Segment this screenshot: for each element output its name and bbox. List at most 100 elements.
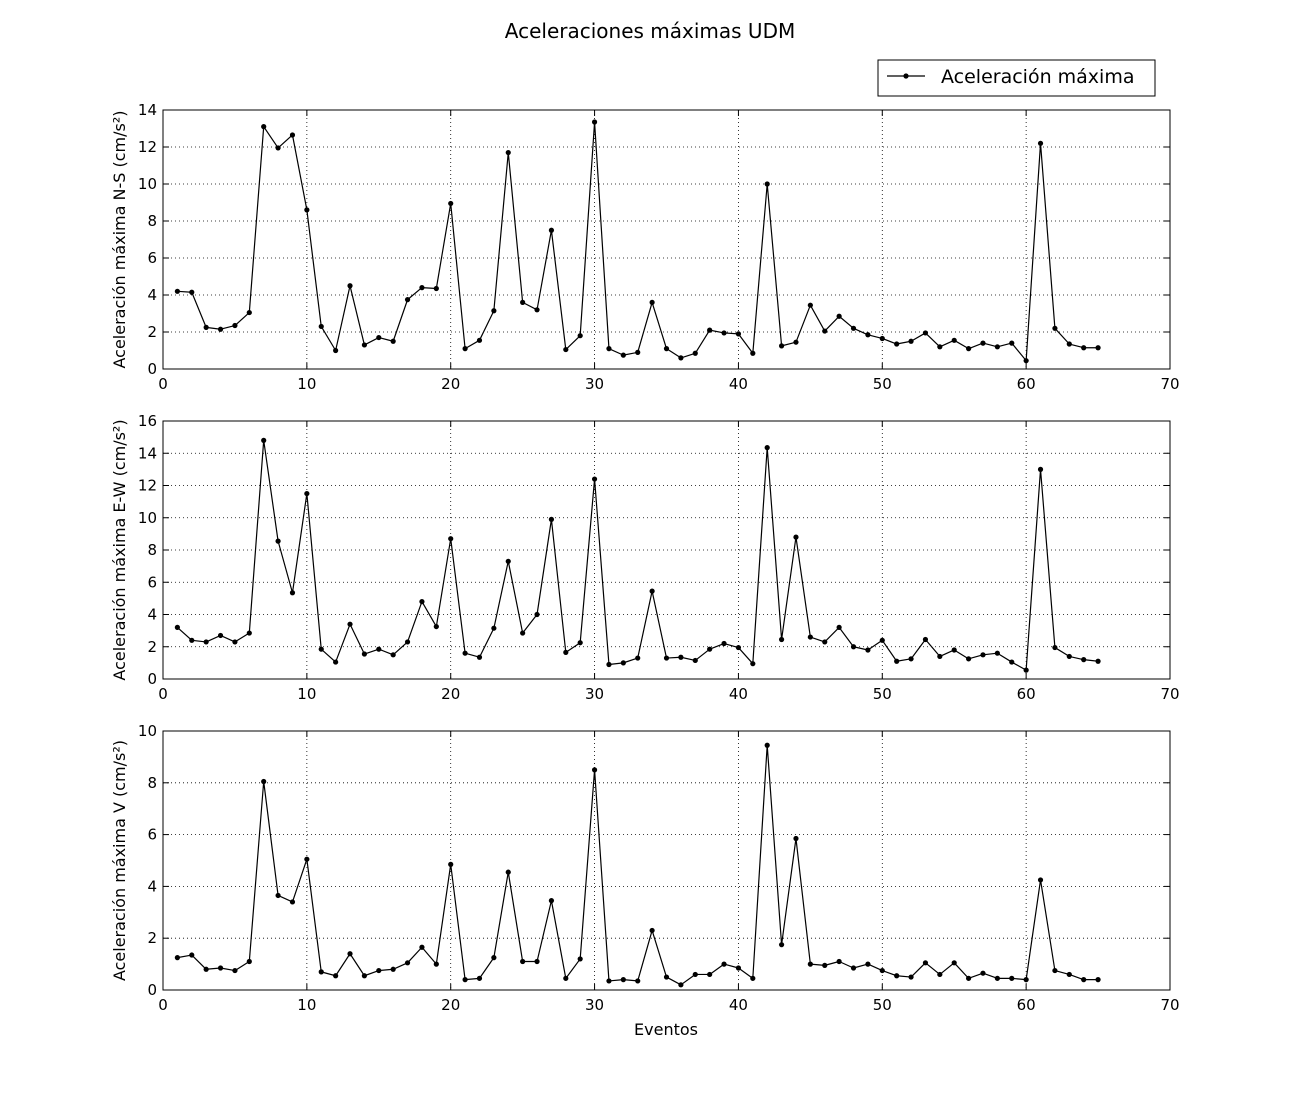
ew-data-point	[534, 611, 540, 618]
ns-data-point	[333, 347, 339, 354]
ew-xtick-label: 40	[729, 685, 748, 703]
ns-data-point	[347, 283, 353, 289]
ns-data-point	[937, 344, 943, 350]
ew-xtick-label: 30	[585, 685, 604, 703]
ew-data-point	[750, 661, 756, 667]
ew-data-point	[577, 640, 583, 646]
ns-data-point	[476, 337, 483, 343]
ew-data-point	[1037, 466, 1044, 472]
ew-data-point	[850, 644, 857, 650]
ns-data-point	[865, 332, 871, 338]
subplot-v: 0 10 20 30 40 50 60 70 0 2 4 6 8 10 Aceleración máxima…	[110, 722, 1180, 1014]
ns-data-point	[563, 346, 569, 353]
v-data-point	[807, 961, 813, 967]
v-data-point	[778, 942, 785, 948]
v-data-point	[591, 767, 598, 773]
ns-xtick-label: 70	[1160, 375, 1179, 393]
v-data-point	[1023, 977, 1029, 983]
ns-data-point	[793, 339, 799, 345]
ns-data-point	[1081, 345, 1087, 351]
v-xtick-label: 10	[297, 996, 316, 1014]
v-data-point	[289, 899, 296, 905]
ew-data-point	[692, 657, 698, 664]
ns-data-point	[620, 352, 626, 358]
ew-data-point	[707, 646, 713, 652]
ns-data-point	[520, 299, 526, 305]
ew-data-point	[261, 437, 267, 443]
v-xtick-label: 50	[873, 996, 892, 1014]
ns-xtick-label: 40	[729, 375, 748, 393]
v-data-point	[520, 958, 526, 965]
legend-box	[877, 59, 1156, 97]
ns-data-point	[390, 338, 396, 344]
v-xtick-label: 0	[158, 996, 168, 1014]
ew-data-point	[980, 652, 986, 658]
v-data-point	[1095, 977, 1101, 983]
ns-xtick-label: 60	[1017, 375, 1036, 393]
v-data-point	[433, 961, 439, 967]
v-data-point	[764, 742, 770, 748]
ns-axes-frame	[162, 109, 1171, 370]
ew-data-point	[217, 632, 224, 639]
v-data-point	[1066, 971, 1072, 978]
ew-data-point	[663, 655, 670, 661]
v-data-point	[822, 962, 828, 968]
x-axis-label: Eventos	[634, 1020, 698, 1039]
v-data-point	[980, 970, 986, 976]
ew-data-point	[520, 630, 526, 636]
ns-data-point	[217, 326, 224, 332]
v-data-point	[462, 977, 468, 983]
ew-series-line	[176, 439, 1099, 671]
ns-xtick-label: 10	[297, 375, 316, 393]
v-data-point	[246, 958, 252, 965]
v-data-point	[361, 973, 367, 979]
ns-xtick-label: 20	[441, 375, 460, 393]
ew-data-point	[318, 646, 324, 652]
v-ytick-label: 0	[147, 981, 157, 999]
v-data-point	[318, 969, 324, 975]
ew-data-point	[966, 656, 972, 662]
legend-marker-sample	[903, 73, 909, 79]
v-xtick-label: 40	[729, 996, 748, 1014]
ns-data-point	[376, 334, 382, 341]
ns-data-point	[246, 309, 252, 316]
ew-ytick-label: 4	[147, 606, 157, 624]
ew-data-point	[1066, 653, 1072, 660]
ns-data-point	[548, 227, 555, 233]
ew-ytick-label: 12	[138, 477, 157, 495]
ns-data-point	[692, 350, 698, 356]
ns-data-point	[879, 335, 885, 342]
ew-data-point	[232, 639, 238, 645]
ns-data-point	[822, 328, 828, 334]
ns-y-axis-label: Aceleración máxima N-S (cm/s²)	[110, 110, 129, 368]
v-data-point	[347, 951, 353, 957]
v-data-point	[966, 975, 972, 981]
v-data-point	[548, 898, 555, 904]
v-data-point	[635, 978, 641, 984]
v-data-point	[836, 958, 842, 965]
ew-axes-frame	[162, 420, 1171, 680]
ns-data-point	[232, 322, 238, 329]
v-data-point	[908, 974, 914, 980]
v-ytick-label: 8	[147, 774, 157, 792]
v-data-point	[261, 778, 267, 785]
v-data-point	[275, 892, 281, 899]
ew-ytick-label: 8	[147, 541, 157, 559]
ns-data-point	[462, 346, 468, 352]
ns-data-point	[778, 343, 785, 349]
ns-data-point	[1037, 140, 1044, 146]
ew-data-point	[1009, 659, 1015, 665]
ew-data-point	[476, 654, 483, 660]
ew-data-point	[836, 624, 842, 631]
ew-data-point	[1081, 657, 1087, 663]
ew-data-point	[419, 599, 425, 605]
ew-data-point	[448, 536, 454, 542]
ew-data-point	[1095, 658, 1101, 664]
v-xtick-label: 30	[585, 996, 604, 1014]
ew-xtick-label: 20	[441, 685, 460, 703]
v-data-point	[304, 856, 310, 862]
v-data-point	[189, 952, 195, 958]
ew-data-point	[994, 650, 1000, 656]
v-data-point	[922, 960, 929, 966]
ns-series-line	[177, 121, 1099, 362]
